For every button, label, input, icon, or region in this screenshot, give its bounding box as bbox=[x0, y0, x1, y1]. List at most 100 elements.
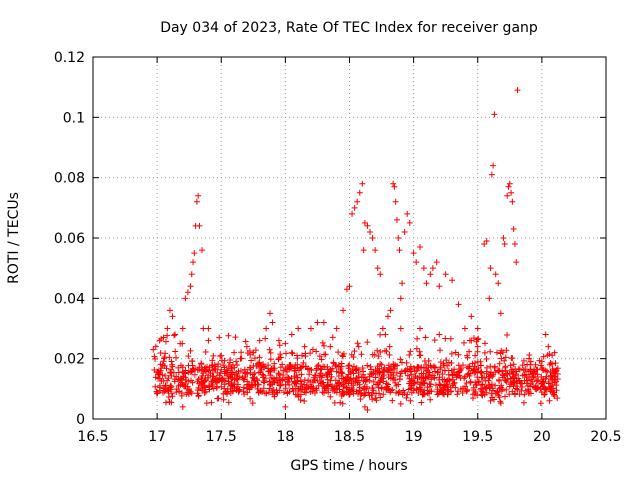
data-points bbox=[150, 87, 561, 413]
data-point bbox=[554, 395, 561, 402]
data-point bbox=[252, 347, 259, 354]
data-point bbox=[195, 393, 202, 400]
data-point bbox=[242, 370, 249, 377]
data-point bbox=[276, 387, 283, 394]
data-point bbox=[189, 358, 196, 365]
data-point bbox=[474, 358, 481, 365]
data-point bbox=[360, 378, 367, 385]
data-point bbox=[501, 393, 508, 400]
data-point bbox=[534, 371, 541, 378]
y-tick-label: 0.02 bbox=[54, 352, 85, 368]
data-point bbox=[343, 377, 350, 384]
data-point bbox=[477, 362, 484, 369]
data-point bbox=[418, 379, 425, 386]
data-point bbox=[244, 389, 251, 396]
data-point bbox=[321, 384, 328, 391]
data-point bbox=[260, 363, 267, 370]
data-point bbox=[329, 387, 336, 394]
data-point bbox=[177, 340, 184, 347]
data-point bbox=[464, 364, 471, 371]
data-point bbox=[413, 385, 420, 392]
data-point bbox=[428, 364, 435, 371]
data-point bbox=[157, 349, 164, 356]
data-point bbox=[276, 342, 283, 349]
data-point bbox=[317, 378, 324, 385]
data-point bbox=[205, 325, 212, 332]
data-point bbox=[493, 349, 500, 356]
data-point bbox=[497, 400, 504, 407]
data-point bbox=[269, 319, 276, 326]
data-point bbox=[553, 368, 560, 375]
data-point bbox=[413, 367, 420, 374]
data-point bbox=[447, 388, 454, 395]
data-point bbox=[417, 352, 424, 359]
data-point bbox=[358, 351, 365, 358]
data-point bbox=[399, 280, 406, 287]
data-point bbox=[396, 388, 403, 395]
data-point bbox=[549, 373, 556, 380]
data-point bbox=[361, 219, 368, 226]
data-point bbox=[418, 399, 425, 406]
data-point bbox=[538, 358, 545, 365]
data-point bbox=[208, 399, 215, 406]
data-point bbox=[386, 343, 393, 350]
data-point bbox=[518, 387, 525, 394]
data-point bbox=[298, 371, 305, 378]
data-point bbox=[380, 375, 387, 382]
data-point bbox=[481, 241, 488, 248]
data-point bbox=[193, 198, 200, 205]
data-point bbox=[225, 332, 232, 339]
data-point bbox=[406, 351, 413, 358]
data-point bbox=[333, 325, 340, 332]
data-point bbox=[427, 396, 434, 403]
data-point bbox=[302, 386, 309, 393]
data-point bbox=[487, 348, 494, 355]
data-point bbox=[165, 388, 172, 395]
data-point bbox=[542, 331, 549, 338]
data-point bbox=[454, 391, 461, 398]
data-point bbox=[474, 343, 481, 350]
x-tick-label: 20.5 bbox=[590, 429, 621, 445]
data-point bbox=[514, 87, 521, 94]
data-point bbox=[306, 366, 313, 373]
data-point bbox=[182, 295, 189, 302]
data-point bbox=[415, 390, 422, 397]
data-point bbox=[266, 385, 273, 392]
data-point bbox=[444, 391, 451, 398]
data-point bbox=[410, 250, 417, 257]
data-point bbox=[179, 403, 186, 410]
data-point bbox=[205, 384, 212, 391]
data-point bbox=[481, 349, 488, 356]
data-point bbox=[169, 313, 176, 320]
data-point bbox=[386, 351, 393, 358]
data-point bbox=[375, 353, 382, 360]
data-point bbox=[499, 371, 506, 378]
data-point bbox=[418, 370, 425, 377]
data-point bbox=[237, 355, 244, 362]
data-point bbox=[256, 337, 263, 344]
data-point bbox=[434, 386, 441, 393]
data-point bbox=[407, 397, 414, 404]
data-point bbox=[223, 366, 230, 373]
data-point bbox=[520, 357, 527, 364]
data-point bbox=[195, 192, 202, 199]
data-point bbox=[209, 357, 216, 364]
data-point bbox=[413, 259, 420, 266]
data-point bbox=[545, 378, 552, 385]
data-point bbox=[270, 386, 277, 393]
data-point bbox=[486, 295, 493, 302]
data-point bbox=[377, 331, 384, 338]
data-point bbox=[367, 228, 374, 235]
data-point bbox=[512, 372, 519, 379]
data-point bbox=[307, 389, 314, 396]
data-point bbox=[324, 376, 331, 383]
data-point bbox=[492, 271, 499, 278]
data-point bbox=[356, 381, 363, 388]
data-point bbox=[407, 348, 414, 355]
data-point bbox=[355, 343, 362, 350]
data-point bbox=[292, 391, 299, 398]
data-point bbox=[440, 362, 447, 369]
y-tick-label: 0.06 bbox=[54, 231, 85, 247]
data-point bbox=[417, 325, 424, 332]
data-point bbox=[549, 365, 556, 372]
